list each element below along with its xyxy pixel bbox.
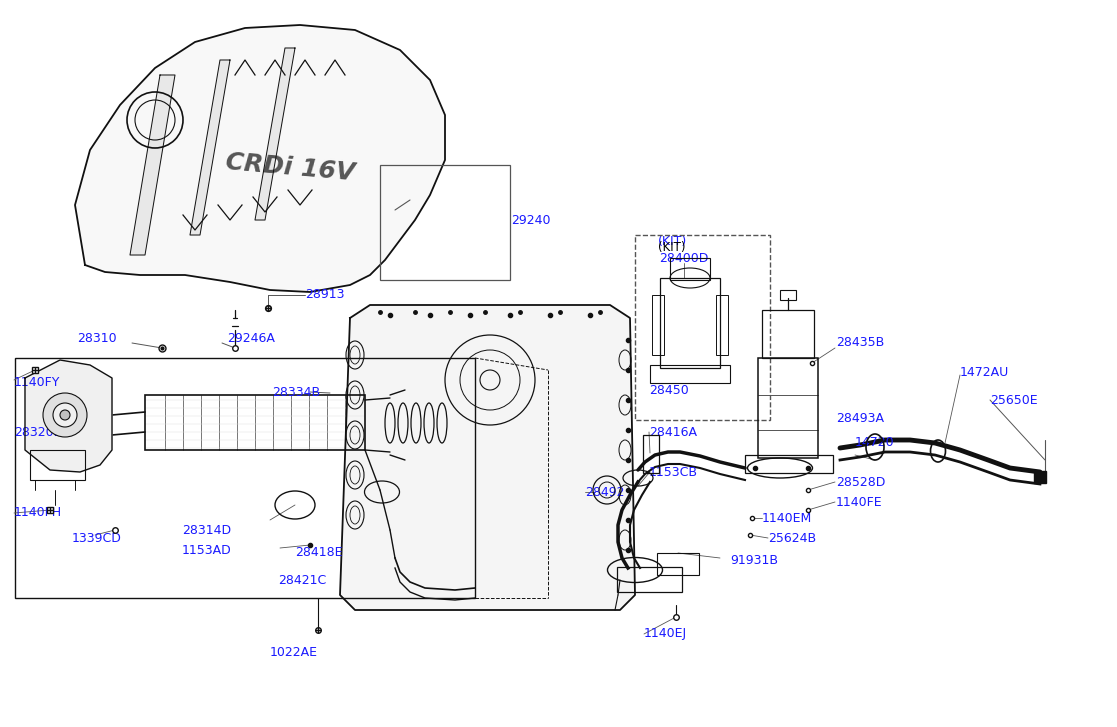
Circle shape bbox=[52, 403, 77, 427]
Text: 1022AE: 1022AE bbox=[270, 646, 318, 659]
Text: 1339CD: 1339CD bbox=[71, 531, 122, 545]
Text: 28528D: 28528D bbox=[836, 475, 886, 489]
Text: 28334B: 28334B bbox=[273, 387, 321, 400]
Text: 28492: 28492 bbox=[585, 486, 624, 499]
Bar bbox=[657, 553, 699, 575]
Text: 1140EM: 1140EM bbox=[762, 512, 812, 524]
Text: 25650E: 25650E bbox=[990, 393, 1038, 406]
Text: 1140FE: 1140FE bbox=[836, 496, 882, 508]
Text: 91931B: 91931B bbox=[731, 553, 779, 566]
Text: 14720: 14720 bbox=[855, 436, 895, 449]
Text: 28913: 28913 bbox=[305, 289, 344, 302]
Text: CRDi 16V: CRDi 16V bbox=[225, 150, 355, 185]
Bar bbox=[15, 358, 475, 598]
Text: 28310: 28310 bbox=[77, 332, 116, 345]
Bar bbox=[643, 435, 659, 473]
Bar bbox=[652, 295, 663, 355]
Bar bbox=[716, 295, 728, 355]
Polygon shape bbox=[340, 305, 634, 610]
Bar bbox=[780, 290, 796, 300]
Bar bbox=[380, 165, 510, 280]
Text: (KIT): (KIT) bbox=[658, 241, 686, 254]
Text: 28416A: 28416A bbox=[649, 425, 697, 438]
Text: (KIT): (KIT) bbox=[658, 236, 687, 249]
Polygon shape bbox=[25, 360, 112, 472]
Text: 28450: 28450 bbox=[649, 384, 689, 396]
Text: 28418E: 28418E bbox=[295, 545, 343, 558]
Bar bbox=[745, 455, 833, 473]
Text: 29246A: 29246A bbox=[227, 332, 275, 345]
Text: 28421C: 28421C bbox=[278, 574, 326, 587]
Bar bbox=[762, 310, 814, 358]
Polygon shape bbox=[190, 60, 230, 235]
Bar bbox=[617, 567, 682, 592]
Text: 28314D: 28314D bbox=[182, 523, 231, 537]
Polygon shape bbox=[75, 25, 445, 292]
Bar bbox=[670, 258, 710, 280]
Bar bbox=[145, 395, 365, 450]
Text: 25624B: 25624B bbox=[768, 531, 817, 545]
Polygon shape bbox=[130, 75, 175, 255]
Text: 28435B: 28435B bbox=[836, 337, 885, 350]
Text: 1153CB: 1153CB bbox=[649, 467, 698, 480]
Circle shape bbox=[60, 410, 70, 420]
Text: 28320E: 28320E bbox=[15, 427, 61, 440]
Polygon shape bbox=[255, 48, 295, 220]
Bar bbox=[758, 358, 818, 458]
Text: 1153AD: 1153AD bbox=[182, 544, 231, 556]
Text: 1140FH: 1140FH bbox=[15, 507, 63, 520]
Circle shape bbox=[42, 393, 87, 437]
Text: 29240: 29240 bbox=[510, 214, 551, 228]
Bar bbox=[30, 450, 85, 480]
Text: 1472AU: 1472AU bbox=[960, 366, 1010, 379]
Bar bbox=[660, 278, 720, 368]
Text: 1140EJ: 1140EJ bbox=[645, 627, 687, 640]
Text: 1140FY: 1140FY bbox=[15, 376, 60, 388]
Text: 28400D: 28400D bbox=[659, 252, 708, 265]
Text: 28493A: 28493A bbox=[836, 411, 884, 425]
Bar bbox=[634, 235, 770, 420]
Bar bbox=[650, 365, 731, 383]
